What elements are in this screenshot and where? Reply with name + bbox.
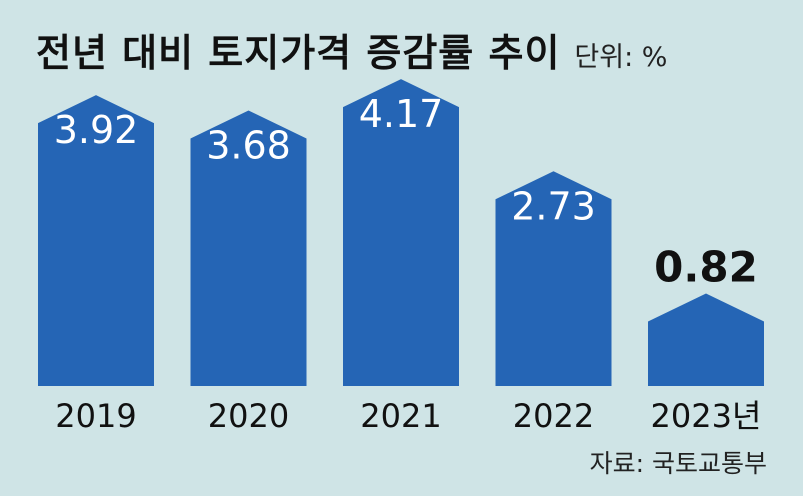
bar-2020 — [190, 110, 307, 386]
bar-2019 — [38, 95, 154, 387]
source-label: 자료: 국토교통부 — [589, 449, 767, 478]
bar-2021 — [343, 79, 459, 387]
unit-label: 단위: % — [574, 42, 668, 73]
bar-2022 — [495, 171, 612, 386]
category-label-2019: 2019 — [55, 397, 136, 435]
category-label-2020: 2020 — [208, 397, 289, 435]
category-label-2022: 2022 — [513, 397, 594, 435]
chart-title: 전년 대비 토지가격 증감률 추이 — [36, 31, 561, 75]
category-label-2021: 2021 — [360, 397, 441, 435]
value-label-2020: 3.68 — [206, 123, 291, 167]
value-label-2022: 2.73 — [511, 184, 596, 228]
bar-2023년 — [648, 293, 764, 386]
chart-title-row: 전년 대비 토지가격 증감률 추이 단위: % — [36, 22, 667, 77]
category-label-2023년: 2023년 — [651, 397, 762, 435]
value-label-2019: 3.92 — [54, 108, 139, 152]
value-label-2021: 4.17 — [359, 92, 444, 136]
value-label-2023년: 0.82 — [654, 243, 758, 292]
